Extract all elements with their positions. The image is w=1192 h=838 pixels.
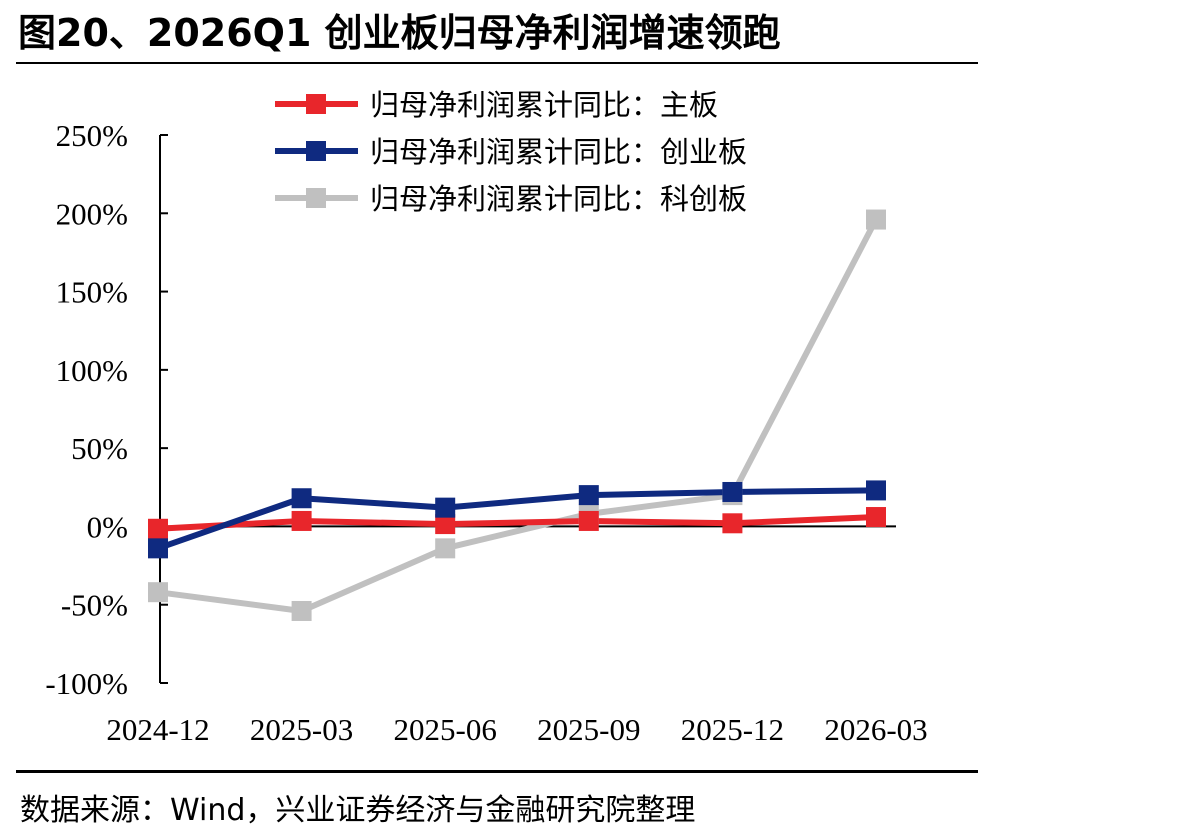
x-tick-label: 2024-12: [106, 712, 209, 747]
data-point-main-board: [578, 510, 599, 531]
data-point-chinext: [578, 485, 599, 506]
y-tick-label: 50%: [71, 431, 128, 466]
data-point-star-market: [291, 600, 312, 621]
source-note: 数据来源：Wind，兴业证券经济与金融研究院整理: [20, 793, 696, 828]
source-rule: [16, 770, 978, 773]
data-point-main-board: [148, 518, 168, 539]
data-point-chinext: [291, 488, 312, 509]
x-tick-label: 2025-06: [394, 712, 497, 747]
data-point-star-market: [148, 582, 168, 603]
x-tick-label: 2025-03: [250, 712, 353, 747]
y-tick-label: 200%: [56, 196, 128, 231]
x-tick-label: 2026-03: [824, 712, 927, 747]
figure-title: 图20、2026Q1 创业板归母净利润增速领跑: [18, 11, 781, 55]
legend-label: 归母净利润累计同比：科创板: [370, 182, 747, 216]
series-line-chinext: [157, 487, 877, 552]
series-lines: [157, 218, 879, 614]
data-point-star-market: [435, 538, 456, 559]
data-point-chinext: [722, 481, 743, 502]
legend-swatch-marker: [306, 94, 326, 114]
data-point-chinext: [866, 480, 886, 501]
y-tick-label: 150%: [56, 275, 128, 310]
y-tick-label: 250%: [56, 118, 128, 153]
data-point-main-board: [866, 507, 886, 528]
y-tick-label: -50%: [61, 588, 128, 623]
y-tick-label: 100%: [56, 353, 128, 388]
x-tick-label: 2025-09: [537, 712, 640, 747]
y-tick-label: 0%: [87, 509, 128, 544]
legend-swatch-marker: [306, 188, 326, 208]
legend-label: 归母净利润累计同比：创业板: [370, 135, 747, 169]
legend-label: 归母净利润累计同比：主板: [370, 88, 718, 122]
series-line-main-board: [157, 514, 877, 532]
y-tick-labels: -100% -50% 0% 50% 100% 150% 200% 250%: [45, 118, 128, 701]
chart-axes: [159, 134, 896, 684]
data-point-chinext: [148, 538, 168, 559]
data-point-main-board: [291, 510, 312, 531]
data-point-star-market: [866, 209, 886, 230]
series-markers: [148, 209, 886, 621]
data-point-main-board: [435, 514, 456, 535]
data-point-main-board: [722, 513, 743, 534]
y-tick-label: -100%: [45, 666, 128, 701]
title-rule: [16, 62, 978, 64]
x-tick-labels: 2024-12 2025-03 2025-06 2025-09 2025-12 2026-…: [106, 712, 927, 747]
data-point-chinext: [435, 497, 456, 518]
legend-swatch-marker: [306, 141, 326, 161]
x-tick-label: 2025-12: [681, 712, 784, 747]
series-line-star-market: [157, 218, 879, 614]
